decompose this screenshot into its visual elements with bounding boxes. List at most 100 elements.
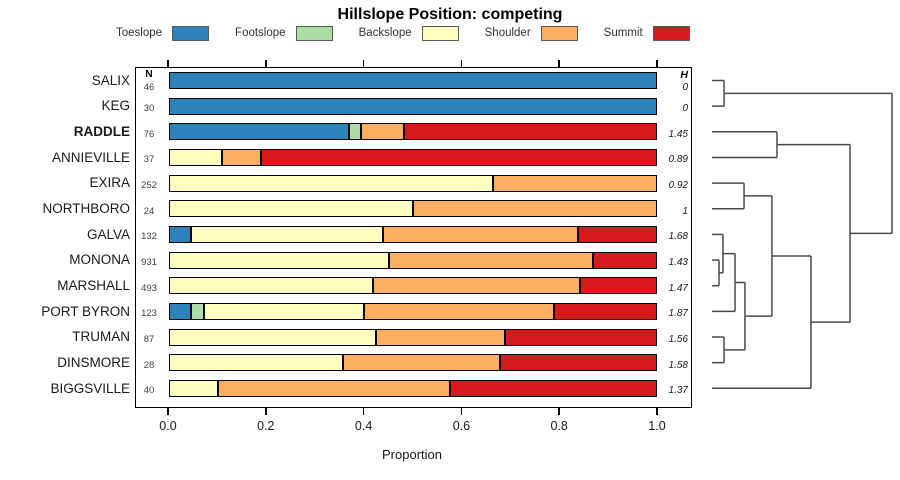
bar-segment-backslope xyxy=(169,200,413,218)
h-value: 1.56 xyxy=(668,334,688,345)
row-label-keg: KEG xyxy=(101,98,130,114)
plot-panel-border xyxy=(135,67,692,408)
x-axis-tick-bottom xyxy=(460,408,463,415)
bar-segment-shoulder xyxy=(343,354,500,372)
legend-label: Toeslope xyxy=(116,27,163,39)
n-value: 37 xyxy=(143,154,155,166)
legend-swatch-icon xyxy=(421,25,459,41)
h-value: 1.43 xyxy=(668,257,688,269)
bar-segment-shoulder xyxy=(373,277,581,295)
row-label-northboro: NORTHBORO xyxy=(42,201,130,216)
x-axis-tick-top xyxy=(167,60,169,67)
legend-swatch-icon xyxy=(652,25,690,41)
legend-item-footslope: Footslope xyxy=(235,25,333,41)
bar-segment-toeslope xyxy=(169,123,349,141)
n-value: 123 xyxy=(141,308,157,320)
bar-row-galva xyxy=(169,225,657,243)
h-value: 1.58 xyxy=(668,359,688,371)
x-axis-tick-label: 1.0 xyxy=(648,419,666,433)
n-value: 28 xyxy=(143,359,155,371)
bar-row-truman xyxy=(169,328,657,346)
bar-row-raddle xyxy=(169,123,657,141)
row-label-truman: TRUMAN xyxy=(72,329,130,345)
row-label-raddle: RADDLE xyxy=(73,124,130,140)
bar-segment-backslope xyxy=(204,302,364,320)
n-value: 132 xyxy=(141,231,157,243)
bar-row-dinsmore xyxy=(169,354,657,372)
bar-row-salix xyxy=(169,72,657,89)
chart-title: Hillslope Position: competing xyxy=(337,6,563,23)
n-column-header: N xyxy=(145,69,153,80)
dendrogram xyxy=(712,79,893,390)
x-axis-tick-bottom xyxy=(558,408,560,415)
legend-item-toeslope: Toeslope xyxy=(116,25,210,41)
bar-segment-summit xyxy=(593,251,657,269)
bar-segment-backslope xyxy=(169,379,218,397)
row-label-monona: MONONA xyxy=(69,252,130,268)
bar-segment-shoulder xyxy=(361,123,405,141)
bar-segment-backslope xyxy=(169,354,344,372)
bar-segment-footslope xyxy=(190,302,205,320)
x-axis-tick-bottom xyxy=(656,408,658,415)
row-label-dinsmore: DINSMORE xyxy=(57,354,130,370)
bar-segment-shoulder xyxy=(492,174,657,192)
row-label-biggsville: BIGGSVILLE xyxy=(50,380,130,396)
bar-segment-backslope xyxy=(169,277,374,295)
bar-segment-shoulder xyxy=(363,302,554,320)
bar-row-exira xyxy=(169,174,657,192)
x-axis-tick-bottom xyxy=(265,408,267,415)
bar-segment-toeslope xyxy=(169,97,657,115)
h-column-header: H xyxy=(680,69,688,81)
h-value: 0.89 xyxy=(668,154,688,166)
bar-segment-backslope xyxy=(169,251,389,269)
legend-label: Footslope xyxy=(235,27,286,39)
bar-segment-shoulder xyxy=(413,200,657,218)
bar-segment-backslope xyxy=(190,225,383,243)
bar-segment-summit xyxy=(580,277,657,295)
x-axis-tick-label: 0.6 xyxy=(452,419,471,433)
bar-segment-shoulder xyxy=(217,379,450,397)
bar-segment-toeslope xyxy=(169,302,191,320)
bar-segment-summit xyxy=(505,328,657,346)
legend-label: Summit xyxy=(603,27,643,39)
x-axis-tick-label: 0.4 xyxy=(354,419,373,433)
bar-segment-summit xyxy=(577,225,657,243)
n-value: 46 xyxy=(143,82,155,93)
h-value: 1.45 xyxy=(668,128,688,140)
bar-segment-toeslope xyxy=(169,225,191,243)
bar-segment-backslope xyxy=(169,328,377,346)
legend-item-summit: Summit xyxy=(603,25,690,41)
legend-swatch-icon xyxy=(295,25,333,41)
row-label-port-byron: PORT BYRON xyxy=(41,303,130,319)
legend-swatch-icon xyxy=(540,25,578,41)
legend: Toeslope Footslope Backslope Shoulder Summit xyxy=(116,23,690,43)
n-value: 40 xyxy=(143,385,155,397)
x-axis-tick-bottom xyxy=(167,408,169,415)
bar-row-biggsville xyxy=(169,379,657,397)
bar-segment-summit xyxy=(261,148,657,166)
bar-segment-summit xyxy=(553,302,657,320)
bar-segment-shoulder xyxy=(382,225,578,243)
legend-item-backslope: Backslope xyxy=(359,25,459,41)
x-axis-tick-top xyxy=(558,60,560,67)
bar-segment-footslope xyxy=(348,123,362,141)
bar-row-port-byron xyxy=(169,302,657,320)
h-value: 0.92 xyxy=(668,180,688,192)
bar-row-annieville xyxy=(169,148,657,166)
n-value: 87 xyxy=(143,334,155,345)
row-label-annieville: ANNIEVILLE xyxy=(51,149,130,165)
h-value: 1.68 xyxy=(668,231,688,243)
h-value: 0 xyxy=(682,82,688,93)
h-value: 1.37 xyxy=(668,385,688,397)
h-value: 0 xyxy=(682,103,688,115)
bar-segment-backslope xyxy=(169,174,493,192)
bar-segment-summit xyxy=(404,123,657,141)
x-axis-tick-label: 0.2 xyxy=(257,419,275,433)
n-value: 252 xyxy=(141,180,157,192)
x-axis-tick-label: 0.8 xyxy=(550,419,568,433)
bar-segment-shoulder xyxy=(221,148,262,166)
n-value: 76 xyxy=(143,128,155,140)
h-value: 1.47 xyxy=(668,282,688,294)
x-axis-tick-top xyxy=(362,60,365,67)
bar-row-monona xyxy=(169,251,657,269)
